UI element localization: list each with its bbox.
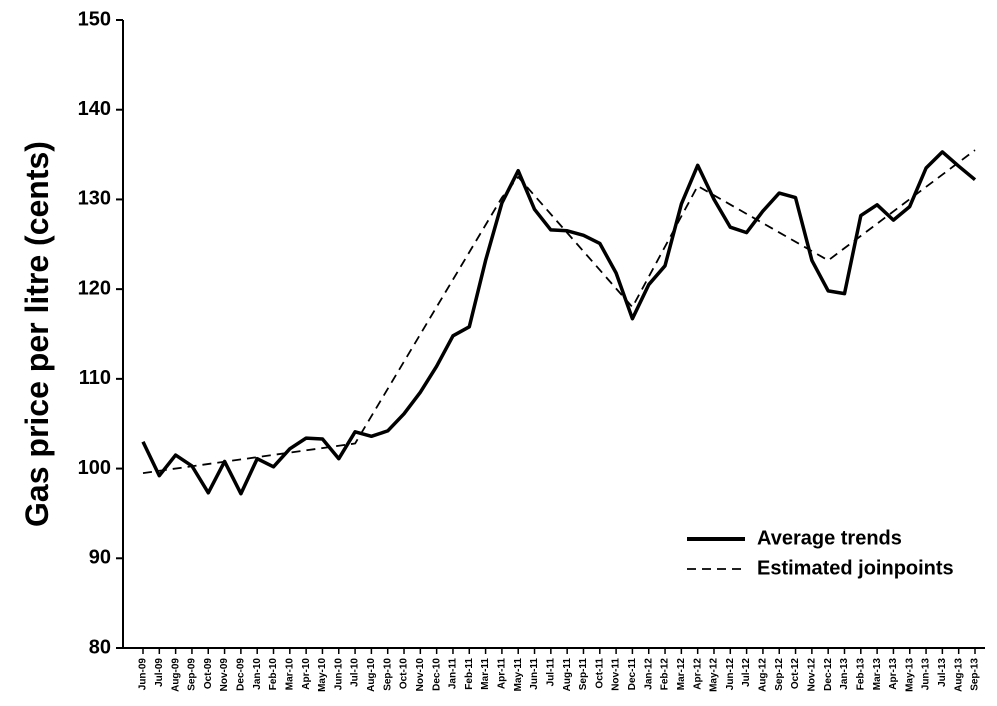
y-tick-label: 100: [78, 457, 111, 479]
y-tick-label: 90: [89, 547, 111, 569]
x-tick-label: Aug-11: [562, 658, 573, 692]
x-tick-label: Feb-12: [660, 658, 671, 691]
x-tick-label: Jan-10: [252, 658, 263, 690]
x-tick-label: May-10: [317, 658, 328, 692]
x-tick-label: Oct-10: [399, 658, 410, 690]
y-axis-title: Gas price per litre (cents): [19, 141, 55, 527]
x-tick-label: Aug-09: [170, 658, 181, 692]
x-tick-label: Jan-11: [448, 658, 459, 690]
x-tick-label: Sep-09: [187, 658, 198, 691]
x-tick-label: Dec-12: [823, 658, 834, 691]
x-tick-label: Jun-12: [725, 658, 736, 691]
x-tick-label: Jul-10: [350, 658, 361, 687]
x-tick-label: Jul-12: [741, 658, 752, 687]
x-tick-label: Jan-13: [839, 658, 850, 690]
x-tick-label: Jun-09: [138, 658, 149, 691]
x-tick-label: Apr-13: [888, 658, 899, 690]
x-tick-label: Nov-11: [611, 658, 622, 691]
x-tick-label: May-13: [904, 658, 915, 692]
series-line: [141, 150, 977, 496]
y-tick-label: 150: [78, 8, 111, 30]
x-tick-label: Mar-13: [872, 658, 883, 691]
y-tick-label: 120: [78, 277, 111, 299]
x-tick-label: Jul-11: [545, 658, 556, 687]
x-tick-label: Mar-12: [676, 658, 687, 691]
x-tick-label: Dec-10: [431, 658, 442, 691]
x-tick-label: Jun-11: [529, 658, 540, 690]
x-tick-label: Oct-11: [594, 658, 605, 689]
x-tick-label: Apr-10: [301, 658, 312, 690]
x-tick-label: Jan-12: [643, 658, 654, 690]
x-tick-label: Aug-10: [366, 658, 377, 692]
y-tick-label: 140: [78, 98, 111, 120]
x-tick-label: Nov-09: [219, 658, 230, 692]
series-line: [142, 149, 976, 474]
x-tick-label: Feb-11: [464, 658, 475, 690]
x-tick-label: Dec-11: [627, 658, 638, 691]
x-tick-label: Aug-13: [953, 658, 964, 692]
y-tick-label: 110: [79, 367, 111, 389]
x-tick-label: Feb-13: [855, 658, 866, 691]
x-tick-label: Jul-13: [937, 658, 948, 687]
x-tick-label: Sep-11: [578, 658, 589, 691]
x-tick-label: Oct-12: [790, 658, 801, 690]
x-tick-label: Apr-12: [692, 658, 703, 690]
x-tick-label: Apr-11: [497, 658, 508, 690]
legend-label: Estimated joinpoints: [757, 557, 954, 579]
x-tick-label: Nov-12: [807, 658, 818, 692]
x-tick-label: Sep-13: [970, 658, 981, 691]
x-tick-label: May-11: [513, 658, 524, 692]
x-tick-label: Jun-13: [921, 658, 932, 691]
y-tick-label: 130: [78, 188, 111, 210]
x-tick-label: Dec-09: [236, 658, 247, 691]
x-tick-label: Aug-12: [758, 658, 769, 692]
x-tick-label: Oct-09: [203, 658, 214, 690]
x-tick-label: Mar-10: [284, 658, 295, 691]
x-tick-label: Sep-10: [382, 658, 393, 691]
x-tick-label: Feb-10: [268, 658, 279, 691]
x-tick-label: Jul-09: [154, 658, 165, 687]
x-tick-label: May-12: [709, 658, 720, 692]
y-tick-label: 80: [89, 636, 111, 658]
legend-label: Average trends: [757, 527, 902, 549]
x-tick-label: Jun-10: [333, 658, 344, 691]
x-tick-label: Mar-11: [480, 658, 491, 690]
x-tick-label: Nov-10: [415, 658, 426, 692]
x-tick-label: Sep-12: [774, 658, 785, 691]
